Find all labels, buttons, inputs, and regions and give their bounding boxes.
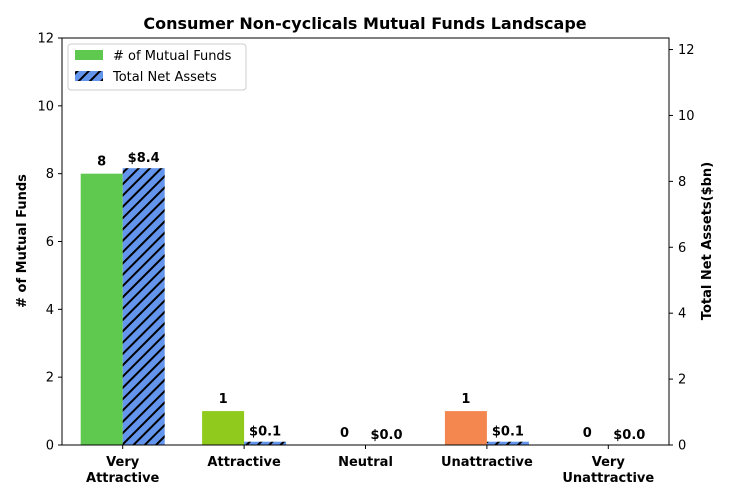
y2-axis-label: Total Net Assets($bn) <box>700 162 715 320</box>
chart-title: Consumer Non-cyclicals Mutual Funds Land… <box>143 14 586 33</box>
y2-tick-label-1: 2 <box>678 373 686 388</box>
bar-funds-1 <box>202 411 245 445</box>
data-label-funds-3: 1 <box>461 392 470 407</box>
data-label-funds-1: 1 <box>219 392 228 407</box>
legend: # of Mutual Funds Total Net Assets <box>67 43 247 91</box>
x-tick-label-2: Neutral <box>338 455 393 470</box>
data-label-assets-4: $0.0 <box>613 428 645 443</box>
bar-funds-3 <box>444 411 487 445</box>
bar-assets-3 <box>486 441 529 445</box>
y2-tick-label-0: 0 <box>678 439 686 454</box>
y-tick-label-6: 12 <box>37 32 54 47</box>
bar-assets-0 <box>122 168 165 446</box>
data-label-assets-0: $8.4 <box>128 151 160 166</box>
x-tick-label-3: Unattractive <box>441 455 533 470</box>
data-label-funds-2: 0 <box>340 426 349 441</box>
x-tick-label-1: Attractive <box>207 455 281 470</box>
y2-tick-label-5: 10 <box>678 109 695 124</box>
legend-label-funds: # of Mutual Funds <box>113 49 232 64</box>
bar-assets-1 <box>244 441 287 445</box>
data-label-funds-0: 8 <box>97 155 106 170</box>
legend-label-assets: Total Net Assets <box>112 70 217 85</box>
y-tick-label-3: 6 <box>46 235 54 250</box>
y-tick-label-1: 2 <box>46 371 54 386</box>
y2-tick-label-2: 4 <box>678 307 686 322</box>
data-label-funds-4: 0 <box>583 426 592 441</box>
y-tick-label-5: 10 <box>37 99 54 114</box>
y2-tick-label-3: 6 <box>678 241 686 256</box>
y-tick-label-2: 4 <box>46 303 54 318</box>
legend-box <box>67 43 247 91</box>
bar-funds-0 <box>80 173 123 445</box>
legend-swatch-funds <box>75 50 103 60</box>
x-tick-label-4: Very Unattractive <box>562 455 654 486</box>
legend-swatch-assets <box>75 71 103 81</box>
data-label-assets-1: $0.1 <box>249 425 281 440</box>
data-label-assets-2: $0.0 <box>370 428 402 443</box>
y2-tick-label-6: 12 <box>678 43 695 58</box>
y-tick-label-0: 0 <box>46 439 54 454</box>
y2-tick-label-4: 8 <box>678 175 686 190</box>
y-tick-label-4: 8 <box>46 167 54 182</box>
data-label-assets-3: $0.1 <box>492 425 524 440</box>
plot-frame <box>61 37 670 446</box>
plot-area: 8 $8.4 Very Attractive 1 $0.1 Attractive 0 $0.0 N… <box>37 32 694 487</box>
y-axis-label: # of Mutual Funds <box>15 174 30 308</box>
x-tick-label-0: Very Attractive <box>86 455 160 486</box>
